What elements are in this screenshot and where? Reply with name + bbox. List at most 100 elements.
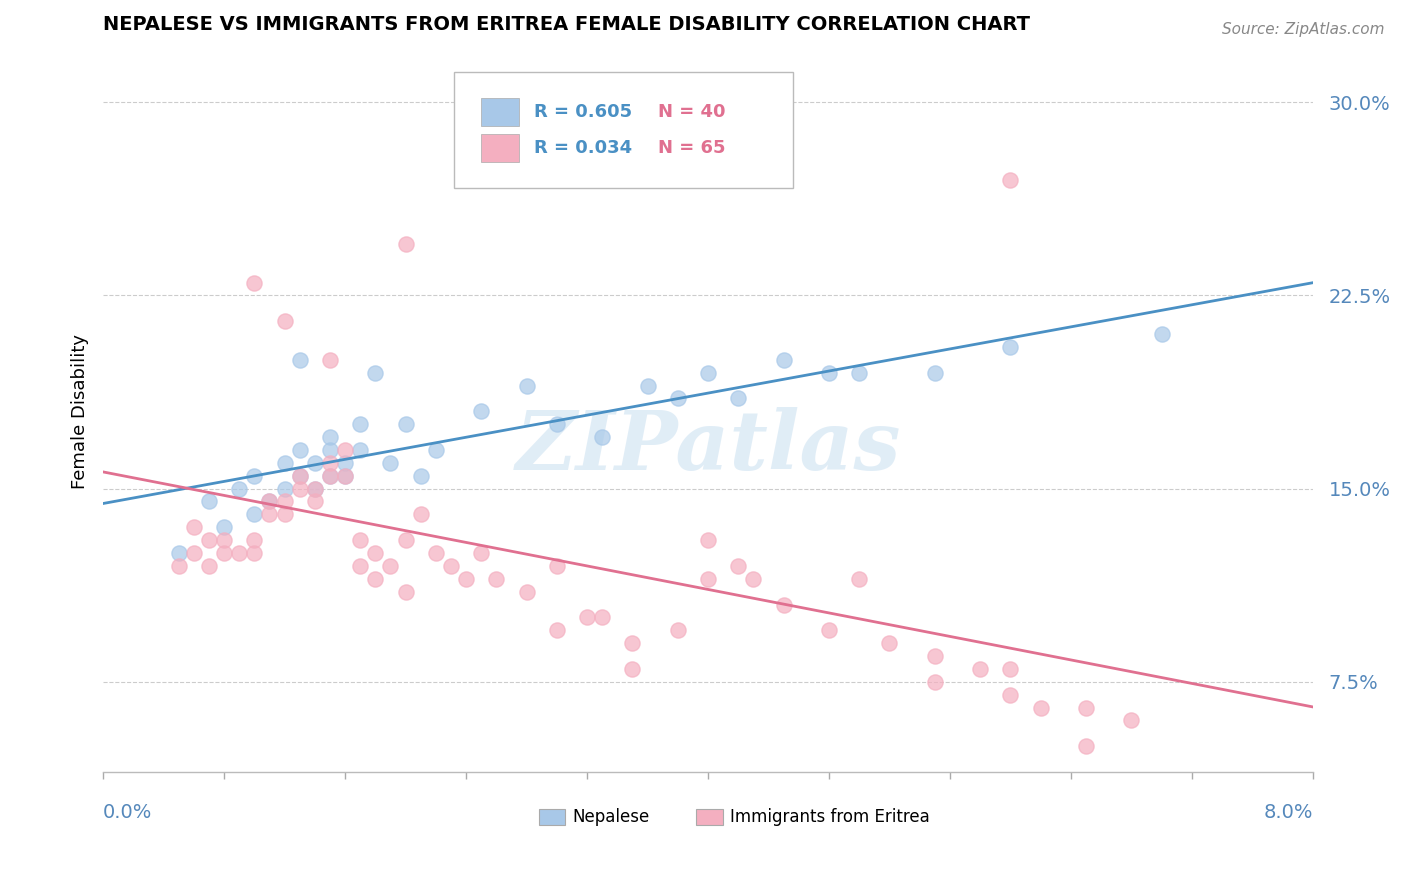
Point xyxy=(697,533,720,548)
Point xyxy=(485,572,508,586)
Point xyxy=(380,558,402,573)
Text: NEPALESE VS IMMIGRANTS FROM ERITREA FEMALE DISABILITY CORRELATION CHART: NEPALESE VS IMMIGRANTS FROM ERITREA FEMA… xyxy=(103,15,1031,34)
Point xyxy=(319,468,342,483)
Point xyxy=(772,352,794,367)
Text: Nepalese: Nepalese xyxy=(572,807,650,826)
Point xyxy=(924,674,946,689)
Point xyxy=(273,456,295,470)
Point xyxy=(183,546,205,560)
Point xyxy=(212,520,235,534)
Point xyxy=(364,546,387,560)
Text: R = 0.605: R = 0.605 xyxy=(534,103,631,121)
Point xyxy=(818,624,841,638)
Point xyxy=(243,468,266,483)
Point xyxy=(333,468,356,483)
Point xyxy=(228,482,250,496)
Point xyxy=(288,442,311,457)
Point xyxy=(333,442,356,457)
Point xyxy=(516,584,538,599)
Point xyxy=(1000,662,1022,676)
Point xyxy=(304,482,326,496)
Text: R = 0.034: R = 0.034 xyxy=(534,139,631,157)
FancyBboxPatch shape xyxy=(454,72,793,188)
Point xyxy=(364,366,387,380)
Point xyxy=(394,584,416,599)
Point xyxy=(394,533,416,548)
Point xyxy=(394,237,416,252)
Point xyxy=(546,558,568,573)
Point xyxy=(848,572,870,586)
Point xyxy=(924,648,946,663)
Point xyxy=(198,533,221,548)
Point xyxy=(273,314,295,328)
Point xyxy=(742,572,765,586)
Point xyxy=(288,468,311,483)
Point xyxy=(772,598,794,612)
Point xyxy=(454,572,477,586)
Point xyxy=(516,378,538,392)
Text: N = 40: N = 40 xyxy=(658,103,725,121)
Point xyxy=(1000,172,1022,186)
Point xyxy=(470,404,492,418)
Point xyxy=(333,468,356,483)
Point xyxy=(1029,700,1052,714)
Point xyxy=(243,546,266,560)
Text: N = 65: N = 65 xyxy=(658,139,725,157)
Point xyxy=(364,572,387,586)
Point xyxy=(409,468,432,483)
Point xyxy=(319,468,342,483)
Point xyxy=(621,662,644,676)
Point xyxy=(319,456,342,470)
Point xyxy=(349,442,371,457)
Point xyxy=(167,546,190,560)
FancyBboxPatch shape xyxy=(538,809,565,825)
Point xyxy=(1000,688,1022,702)
Point xyxy=(440,558,463,573)
Text: 0.0%: 0.0% xyxy=(103,803,152,822)
Point xyxy=(380,456,402,470)
Point xyxy=(666,392,689,406)
Point xyxy=(259,508,281,522)
Point xyxy=(212,533,235,548)
Point xyxy=(425,442,447,457)
Point xyxy=(727,558,749,573)
Point xyxy=(637,378,659,392)
Point xyxy=(879,636,901,650)
Point xyxy=(243,276,266,290)
Point xyxy=(228,546,250,560)
Point xyxy=(1150,327,1173,342)
Point xyxy=(697,572,720,586)
Point xyxy=(1121,714,1143,728)
Point xyxy=(349,417,371,432)
Point xyxy=(1074,700,1097,714)
Point xyxy=(288,352,311,367)
Point xyxy=(969,662,991,676)
Point xyxy=(212,546,235,560)
Point xyxy=(546,624,568,638)
Point xyxy=(273,482,295,496)
Point xyxy=(924,366,946,380)
Point xyxy=(198,558,221,573)
Point xyxy=(591,610,613,624)
FancyBboxPatch shape xyxy=(481,135,519,161)
Point xyxy=(243,533,266,548)
Point xyxy=(409,508,432,522)
Text: Source: ZipAtlas.com: Source: ZipAtlas.com xyxy=(1222,22,1385,37)
Point xyxy=(304,456,326,470)
Point xyxy=(167,558,190,573)
Point xyxy=(319,442,342,457)
FancyBboxPatch shape xyxy=(481,98,519,126)
Text: Immigrants from Eritrea: Immigrants from Eritrea xyxy=(730,807,929,826)
Point xyxy=(697,366,720,380)
Point xyxy=(304,494,326,508)
Text: ZIPatlas: ZIPatlas xyxy=(515,408,901,487)
Point xyxy=(259,494,281,508)
Point xyxy=(1074,739,1097,753)
Point xyxy=(349,558,371,573)
Point xyxy=(666,624,689,638)
Text: 8.0%: 8.0% xyxy=(1264,803,1313,822)
Point xyxy=(273,494,295,508)
Point xyxy=(349,533,371,548)
Point xyxy=(259,494,281,508)
FancyBboxPatch shape xyxy=(696,809,723,825)
